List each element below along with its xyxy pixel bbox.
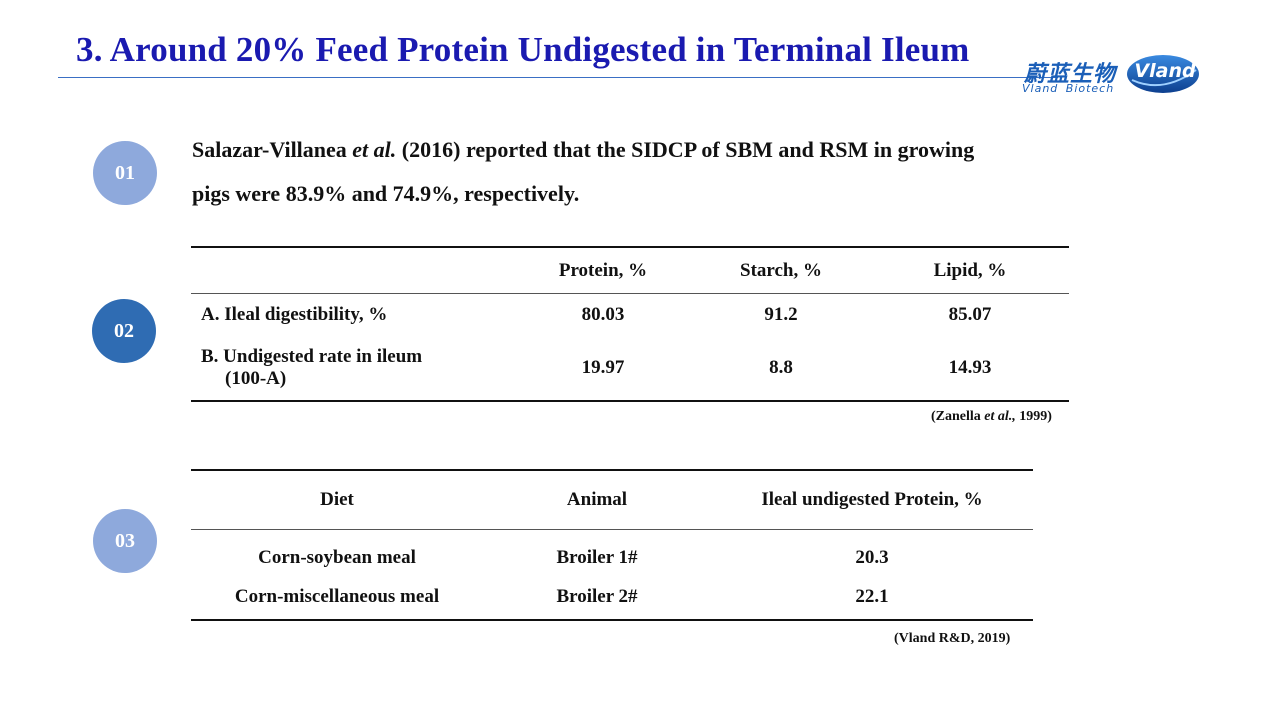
cell-diet: Corn-soybean meal xyxy=(258,547,416,568)
cell-lipid: 14.93 xyxy=(948,357,992,378)
badge-02: 02 xyxy=(92,299,156,363)
header-diet: Diet xyxy=(191,470,483,530)
cell-ileal-protein: 22.1 xyxy=(855,586,889,607)
logo-chinese-text: 蔚蓝生物 xyxy=(1024,62,1117,87)
digestibility-table: Protein, % Starch, % Lipid, % A. Ileal d… xyxy=(191,246,1069,402)
cell-diet: Corn-miscellaneous meal xyxy=(234,586,440,607)
badge-03: 03 xyxy=(93,509,157,573)
header-lipid: Lipid, % xyxy=(871,247,1069,294)
summary-line-1: Salazar-Villanea et al. (2016) reported … xyxy=(192,128,1092,172)
row-label-line-2: (100-A) xyxy=(225,368,287,389)
vland-logo: 蔚蓝生物 Vland Biotech Vland xyxy=(1020,52,1205,100)
header-animal: Animal xyxy=(483,470,711,530)
table1-source: (Zanella et al., 1999) xyxy=(931,409,1052,425)
logo-english-text: Vland Biotech xyxy=(1022,82,1115,95)
title-divider xyxy=(58,77,1058,78)
cell-animal: Broiler 1# xyxy=(556,547,638,568)
cell-protein: 19.97 xyxy=(581,357,625,378)
table2-source: (Vland R&D, 2019) xyxy=(894,631,1011,646)
source-etal: et al., xyxy=(984,409,1016,424)
table-row: Corn-soybean meal Broiler 1# 20.3 xyxy=(191,530,1033,587)
cell-starch: 91.2 xyxy=(764,304,798,325)
cell-protein: 80.03 xyxy=(581,304,625,325)
header-empty xyxy=(191,247,515,294)
table-row: A. Ileal digestibility, % 80.03 91.2 85.… xyxy=(191,294,1069,337)
header-ileal-protein: Ileal undigested Protein, % xyxy=(711,470,1033,530)
badge-01: 01 xyxy=(93,141,157,205)
header-starch: Starch, % xyxy=(691,247,871,294)
cell-starch: 8.8 xyxy=(769,357,793,378)
table-header-row: Protein, % Starch, % Lipid, % xyxy=(191,247,1069,294)
summary-rest: (2016) reported that the SIDCP of SBM an… xyxy=(396,137,975,162)
table-row: Corn-miscellaneous meal Broiler 2# 22.1 xyxy=(191,586,1033,620)
header-protein: Protein, % xyxy=(515,247,691,294)
slide-title: 3. Around 20% Feed Protein Undigested in… xyxy=(76,30,970,69)
logo-mark-text: Vland xyxy=(1134,60,1196,82)
cell-animal: Broiler 2# xyxy=(556,586,638,607)
logo-oval-icon xyxy=(1127,55,1199,93)
broiler-table: Diet Animal Ileal undigested Protein, % … xyxy=(191,469,1033,621)
summary-author: Salazar-Villanea xyxy=(192,137,353,162)
row-label-line-1: B. Undigested rate in ileum xyxy=(201,346,423,367)
row-label: B. Undigested rate in ileum (100-A) xyxy=(191,336,515,401)
source-post: 1999) xyxy=(1015,409,1052,424)
cell-lipid: 85.07 xyxy=(948,304,992,325)
summary-etal: et al. xyxy=(352,137,397,162)
summary-line-2: pigs were 83.9% and 74.9%, respectively. xyxy=(192,181,580,206)
cell-ileal-protein: 20.3 xyxy=(855,547,889,568)
table-row: B. Undigested rate in ileum (100-A) 19.9… xyxy=(191,336,1069,401)
table-header-row: Diet Animal Ileal undigested Protein, % xyxy=(191,470,1033,530)
row-label: A. Ileal digestibility, % xyxy=(201,304,388,325)
study-summary: Salazar-Villanea et al. (2016) reported … xyxy=(192,128,1092,216)
source-pre: (Zanella xyxy=(931,409,985,424)
